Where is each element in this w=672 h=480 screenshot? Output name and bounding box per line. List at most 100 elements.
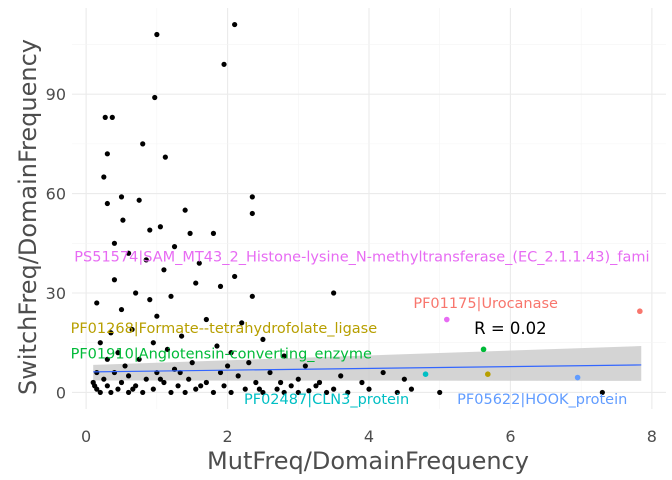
point-annotation: PF01268|Formate--tetrahydrofolate_ligase (71, 321, 378, 337)
data-point (154, 313, 160, 319)
data-point (203, 379, 209, 386)
data-point (140, 141, 146, 147)
data-point (249, 210, 255, 217)
data-point (221, 383, 227, 389)
confidence-band-area (93, 346, 642, 381)
highlighted-point (485, 371, 491, 378)
data-point (187, 230, 193, 236)
data-point (125, 250, 132, 256)
data-point (179, 333, 185, 339)
data-point (122, 363, 128, 369)
data-point (161, 379, 167, 386)
data-point (182, 389, 188, 396)
data-point (150, 340, 156, 346)
data-point (380, 369, 386, 376)
data-point (210, 230, 217, 236)
data-point (221, 61, 227, 67)
data-point (168, 293, 174, 299)
data-point (193, 280, 199, 286)
data-point (104, 356, 110, 362)
x-axis-title: MutFreq/DomainFrequency (207, 447, 529, 475)
data-point (111, 277, 118, 283)
data-point (157, 224, 163, 230)
data-point (97, 340, 103, 346)
data-point (394, 389, 400, 396)
data-point (168, 389, 174, 396)
data-point (115, 350, 121, 356)
highlighted-point (480, 346, 487, 353)
data-point (302, 363, 308, 369)
data-point (140, 389, 146, 396)
x-tick-label: 8 (647, 427, 657, 446)
data-point (235, 373, 241, 379)
trend-line (93, 364, 642, 373)
data-point (295, 389, 301, 396)
data-point (152, 94, 158, 101)
data-point (111, 369, 118, 376)
point-annotations: PS51574|SAM_MT43_2_Histone-lysine_N-meth… (71, 250, 650, 409)
data-point (331, 290, 337, 296)
data-point (125, 373, 132, 379)
data-point (253, 379, 259, 386)
data-point (249, 194, 255, 200)
data-point (161, 267, 167, 273)
data-point (232, 21, 238, 28)
data-point (278, 379, 284, 386)
data-point (267, 369, 273, 376)
x-tick-label: 4 (364, 427, 374, 446)
y-tick-label: 0 (56, 383, 66, 402)
point-annotation: PF01175|Urocanase (413, 296, 558, 312)
highlighted-point (637, 308, 643, 315)
data-point (203, 316, 209, 323)
data-point (101, 376, 107, 382)
data-point (175, 383, 181, 389)
point-annotation: PF02487|CLN3_protein (244, 392, 409, 408)
data-point (193, 386, 199, 392)
highlighted-point (443, 316, 450, 323)
data-point (281, 353, 287, 359)
data-point (162, 154, 168, 160)
y-axis-title: SwitchFreq/DomainFrequency (14, 39, 42, 395)
data-point (249, 293, 255, 299)
data-point (281, 389, 287, 396)
y-tick-label: 30 (46, 284, 66, 303)
data-point (246, 360, 252, 366)
y-tick-label: 90 (46, 85, 66, 104)
data-point (196, 260, 202, 266)
data-point (338, 373, 344, 379)
data-point (115, 386, 121, 392)
data-point (130, 386, 136, 392)
data-point (288, 383, 294, 389)
data-point (306, 388, 312, 394)
data-point (104, 151, 110, 157)
data-point (256, 386, 262, 392)
data-point (214, 343, 220, 349)
data-point (242, 386, 248, 392)
data-point (239, 320, 245, 326)
data-point (143, 257, 149, 263)
data-point (182, 207, 188, 213)
x-tick-label: 2 (222, 427, 232, 446)
data-point (147, 227, 153, 233)
trend-line-path (93, 364, 642, 373)
data-point (157, 376, 163, 382)
data-point (125, 389, 132, 396)
data-point (133, 290, 139, 296)
data-point (316, 379, 323, 386)
data-point (224, 363, 231, 369)
data-point (92, 383, 98, 389)
data-point (217, 283, 224, 289)
x-tick-label: 6 (505, 427, 515, 446)
data-point (97, 389, 103, 396)
data-point (120, 217, 126, 223)
data-point (313, 383, 319, 389)
data-point (118, 379, 125, 386)
data-point (401, 376, 407, 382)
data-point (186, 376, 192, 382)
data-point (228, 389, 234, 396)
data-point (94, 369, 100, 376)
data-point (118, 306, 125, 313)
highlighted-points (422, 308, 643, 381)
highlighted-point (574, 374, 581, 381)
